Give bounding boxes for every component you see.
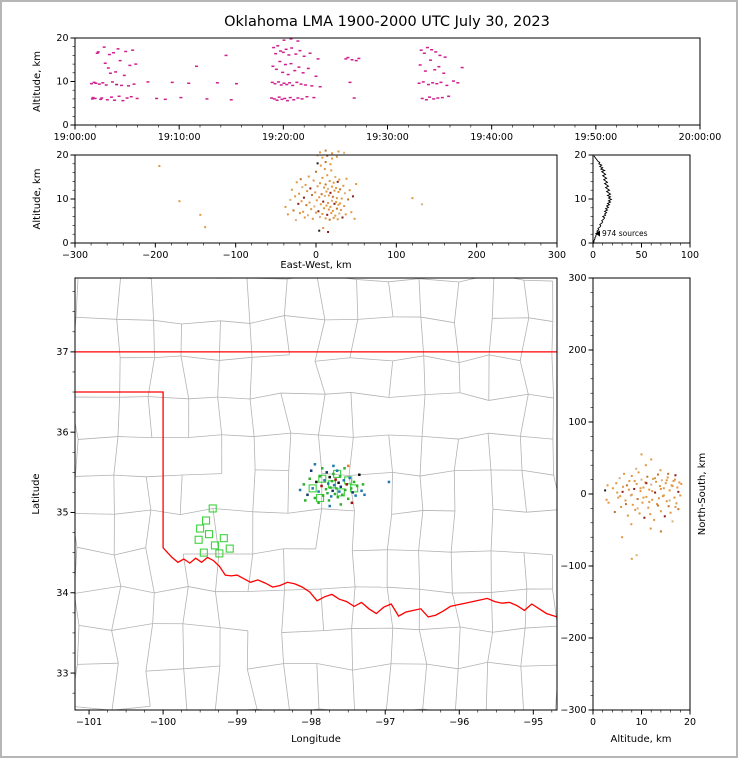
svg-text:0: 0 <box>580 238 586 249</box>
svg-text:−99: −99 <box>227 717 247 728</box>
svg-text:10: 10 <box>56 77 68 88</box>
svg-text:300: 300 <box>548 250 566 261</box>
svg-text:19:20:00: 19:20:00 <box>262 132 305 143</box>
sources-count-annotation: 974 sources <box>602 229 648 238</box>
svg-text:36: 36 <box>56 427 68 438</box>
svg-text:37: 37 <box>56 347 68 358</box>
svg-text:19:30:00: 19:30:00 <box>366 132 409 143</box>
svg-text:20:00:00: 20:00:00 <box>679 132 722 143</box>
y-label-ew-height: Altitude, km <box>32 169 43 230</box>
svg-text:0: 0 <box>580 489 586 500</box>
svg-text:−97: −97 <box>375 717 395 728</box>
svg-text:19:50:00: 19:50:00 <box>574 132 617 143</box>
axis-ticks: 19:00:00 19:10:00 19:20:00 19:30:00 19:40:00… <box>54 33 722 143</box>
svg-text:10: 10 <box>56 194 68 205</box>
y-label-map: Latitude <box>31 473 42 514</box>
plan-view-map-panel: −101 −100 −99 −98 −97 −96 −95 33 34 35 36 37 <box>56 277 558 728</box>
svg-text:19:40:00: 19:40:00 <box>470 132 513 143</box>
county-lines <box>75 278 557 710</box>
svg-text:10: 10 <box>574 194 586 205</box>
svg-text:0: 0 <box>62 238 68 249</box>
svg-text:−95: −95 <box>523 717 543 728</box>
vhf-sources-scatter <box>604 453 683 560</box>
axis-ticks: −300 −200 −100 0 100 200 300 0 10 20 <box>56 150 566 261</box>
vhf-sources-scatter <box>89 38 464 102</box>
svg-text:−300: −300 <box>560 705 586 716</box>
state-border-lines <box>75 351 557 618</box>
svg-text:0: 0 <box>590 250 596 261</box>
x-label-map: Longitude <box>291 734 341 745</box>
ns-height-panel: 0 10 20 300 200 100 0 −100 −200 −300 <box>560 273 696 728</box>
y-label-ns-height: North-South, km <box>697 453 708 536</box>
vhf-sources-scatter <box>298 463 391 508</box>
axis-frame <box>592 277 691 711</box>
altitude-histogram-panel: 0 50 100 0 10 20 <box>574 150 699 261</box>
svg-text:100: 100 <box>681 250 699 261</box>
ew-height-panel: −300 −200 −100 0 100 200 300 0 10 20 <box>56 149 566 261</box>
axis-ticks: 0 10 20 300 200 100 0 −100 −200 −300 <box>560 273 696 728</box>
svg-text:−100: −100 <box>150 717 176 728</box>
svg-text:19:00:00: 19:00:00 <box>54 132 97 143</box>
svg-text:−101: −101 <box>76 717 102 728</box>
svg-text:50: 50 <box>635 250 647 261</box>
vhf-sources-scatter <box>158 149 424 233</box>
svg-text:19:10:00: 19:10:00 <box>158 132 201 143</box>
svg-text:−200: −200 <box>142 250 168 261</box>
svg-text:0: 0 <box>313 250 319 261</box>
svg-text:200: 200 <box>468 250 486 261</box>
x-label-ns-height: Altitude, km <box>611 734 672 745</box>
axis-frame <box>74 37 701 126</box>
svg-text:−100: −100 <box>560 561 586 572</box>
svg-text:0: 0 <box>590 717 596 728</box>
svg-text:20: 20 <box>574 150 586 161</box>
svg-text:−300: −300 <box>62 250 88 261</box>
svg-text:100: 100 <box>387 250 405 261</box>
svg-text:20: 20 <box>56 33 68 44</box>
station-markers <box>194 469 359 558</box>
time-height-panel: 19:00:00 19:10:00 19:20:00 19:30:00 19:40:00… <box>54 33 722 143</box>
axis-ticks: 0 50 100 0 10 20 <box>574 150 699 261</box>
svg-text:300: 300 <box>568 273 586 284</box>
svg-text:10: 10 <box>635 717 647 728</box>
svg-text:0: 0 <box>62 120 68 131</box>
svg-text:20: 20 <box>684 717 696 728</box>
altitude-histogram-line <box>593 155 613 243</box>
figure-title: Oklahoma LMA 1900-2000 UTC July 30, 2023 <box>224 14 550 30</box>
x-label-ew-height: East-West, km <box>280 260 351 271</box>
svg-text:−98: −98 <box>301 717 321 728</box>
y-label-time-height: Altitude, km <box>32 51 43 112</box>
svg-text:−200: −200 <box>560 633 586 644</box>
svg-text:35: 35 <box>56 508 68 519</box>
svg-text:200: 200 <box>568 345 586 356</box>
svg-text:20: 20 <box>56 150 68 161</box>
axis-ticks: −101 −100 −99 −98 −97 −96 −95 33 34 35 36 37 <box>56 291 553 728</box>
svg-text:33: 33 <box>56 668 68 679</box>
axis-frame <box>74 277 558 711</box>
svg-text:−96: −96 <box>449 717 469 728</box>
svg-text:−100: −100 <box>223 250 249 261</box>
axis-frame <box>74 154 558 244</box>
svg-text:100: 100 <box>568 417 586 428</box>
svg-text:34: 34 <box>56 588 68 599</box>
